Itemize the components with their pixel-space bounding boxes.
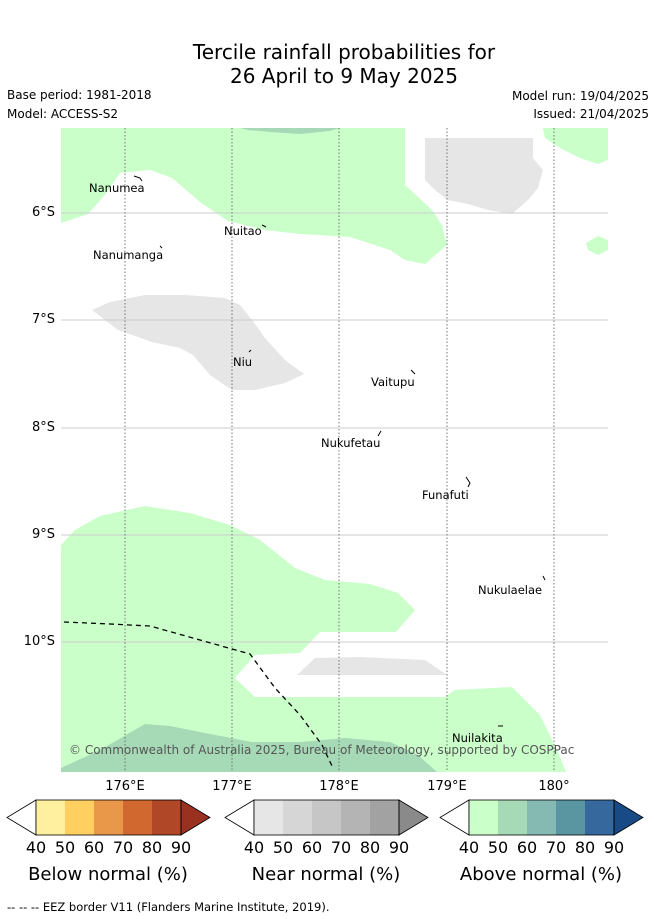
cb-above-segment-2 [498,800,527,835]
base-period: Base period: 1981-2018 [7,88,152,102]
cb-near-title: Near normal (%) [251,864,401,885]
eez-legend-footer: -- -- -- EEZ border V11 (Flanders Marine… [7,900,330,914]
lon-label-180: 180° [538,779,570,794]
cb-below-tick-40: 40 [25,838,47,857]
near-normal-region-northeast [425,138,543,214]
above-normal-region-east-fragment [586,236,608,255]
cb-above-segment-1 [469,800,498,835]
colorbar-near-normal [224,799,429,836]
copyright-notice: © Commonwealth of Australia 2025, Bureau… [69,743,575,757]
above-normal-region-northeast [543,128,608,164]
above-normal-region-south [61,506,566,772]
cb-near-tick-60: 60 [301,838,323,857]
lat-label-7s: 7°S [31,312,55,327]
lon-label-179e: 179°E [427,779,467,794]
longitude-gridlines [124,128,555,772]
cb-below-extend-high [180,799,211,836]
cb-near-outline [253,799,400,836]
cb-near-tick-70: 70 [330,838,352,857]
island-label-nanumanga: Nanumanga [93,248,164,262]
map-title: Tercile rainfall probabilities for 26 Ap… [0,40,655,88]
cb-above-tick-70: 70 [545,838,567,857]
colorbar-below-normal [6,799,211,836]
island-label-nukufetau: Nukufetau [321,436,381,450]
island-label-nukulaelae: Nukulaelae [478,583,543,597]
lat-label-9s: 9°S [31,527,55,542]
title-line-1: Tercile rainfall probabilities for [192,40,496,64]
cb-near-tick-80: 80 [359,838,381,857]
cb-above-segment-4 [556,800,585,835]
cb-above-segment-3 [527,800,556,835]
cb-near-segment-5 [370,800,399,835]
lon-label-177e: 177°E [212,779,252,794]
cb-near-segment-2 [283,800,312,835]
cb-near-tick-40: 40 [243,838,265,857]
island-label-nanumea: Nanumea [89,181,145,195]
cb-above-extend-low [439,799,470,836]
lat-label-6s: 6°S [31,205,55,220]
island-label-nuilakita: Nuilakita [452,731,503,745]
cb-below-tick-80: 80 [141,838,163,857]
above-normal-region-north [61,128,447,264]
cb-above-tick-40: 40 [458,838,480,857]
cb-near-segment-1 [254,800,283,835]
island-label-vaitupu: Vaitupu [371,375,415,389]
lat-label-8s: 8°S [31,420,55,435]
cb-above-tick-90: 90 [603,838,625,857]
island-label-funafuti: Funafuti [422,488,469,502]
above-normal-tint-south [61,724,437,772]
cb-below-segment-3 [94,800,123,835]
cb-below-segment-2 [65,800,94,835]
title-line-2: 26 April to 9 May 2025 [230,64,458,88]
island-label-niu: Niu [233,355,253,369]
cb-near-extend-high [398,799,429,836]
cb-below-segment-5 [152,800,181,835]
lat-label-10s: 10°S [23,634,55,649]
cb-above-tick-60: 60 [516,838,538,857]
cb-below-segment-4 [123,800,152,835]
cb-below-title: Below normal (%) [28,864,188,885]
cb-below-extend-low [6,799,37,836]
cb-below-tick-50: 50 [54,838,76,857]
near-normal-region-central [92,295,304,390]
cb-above-outline [468,799,615,836]
eez-border [63,621,334,769]
cb-below-tick-70: 70 [112,838,134,857]
model-name: Model: ACCESS-S2 [7,107,119,121]
island-outlines [133,175,546,727]
model-run: Model run: 19/04/2025 [511,89,649,103]
cb-near-extend-low [224,799,255,836]
cb-below-tick-90: 90 [170,838,192,857]
cb-above-segment-5 [585,800,614,835]
cb-below-outline [35,799,182,836]
cb-near-segment-3 [312,800,341,835]
cb-above-tick-80: 80 [574,838,596,857]
latitude-gridlines [61,212,608,643]
lon-label-178e: 178°E [319,779,359,794]
cb-above-tick-50: 50 [487,838,509,857]
cb-near-tick-50: 50 [272,838,294,857]
cb-near-segment-4 [341,800,370,835]
near-normal-region-south [297,657,447,675]
cb-below-segment-1 [36,800,65,835]
colorbar-above-normal [439,799,644,836]
issued-date: Issued: 21/04/2025 [533,107,649,121]
lon-label-176e: 176°E [105,779,145,794]
cb-above-title: Above normal (%) [459,864,623,885]
cb-below-tick-60: 60 [83,838,105,857]
cb-above-extend-high [613,799,644,836]
above-normal-tint-top [240,128,340,134]
cb-near-tick-90: 90 [388,838,410,857]
island-label-nuitao: Nuitao [224,224,262,238]
